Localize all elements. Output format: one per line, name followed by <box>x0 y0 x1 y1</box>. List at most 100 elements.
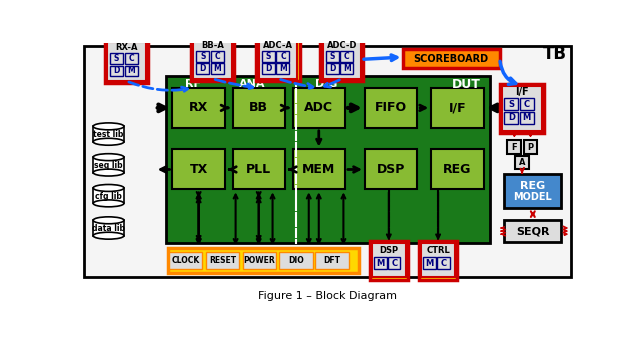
Bar <box>166 76 490 243</box>
Bar <box>504 112 518 124</box>
Text: DFT: DFT <box>323 256 340 265</box>
Bar <box>524 140 538 154</box>
Bar <box>172 88 225 128</box>
Text: A: A <box>519 158 525 167</box>
Text: cfg lib: cfg lib <box>95 192 122 201</box>
Text: I/F: I/F <box>449 102 466 114</box>
Text: SEQR: SEQR <box>516 226 550 236</box>
Bar <box>191 38 234 81</box>
Text: M: M <box>522 113 531 122</box>
Bar <box>243 252 276 269</box>
Bar <box>205 252 239 269</box>
Bar <box>326 51 339 62</box>
Text: C: C <box>129 54 134 63</box>
Text: D: D <box>329 64 335 73</box>
Bar <box>431 88 484 128</box>
Bar <box>93 126 124 142</box>
Bar <box>326 63 339 74</box>
Bar <box>93 220 124 236</box>
Text: BB-A: BB-A <box>201 41 224 50</box>
Text: M: M <box>376 258 385 267</box>
Text: Figure 1 – Block Diagram: Figure 1 – Block Diagram <box>259 291 397 301</box>
Bar <box>508 140 521 154</box>
Text: seq lib: seq lib <box>94 161 123 170</box>
Bar <box>93 188 124 203</box>
Text: SCOREBOARD: SCOREBOARD <box>413 54 489 64</box>
Text: REG: REG <box>520 181 545 191</box>
Text: C: C <box>524 99 530 108</box>
Bar <box>292 149 345 189</box>
Bar <box>292 88 345 128</box>
Text: S: S <box>508 99 515 108</box>
Bar <box>110 66 123 76</box>
Text: D: D <box>200 64 206 73</box>
Bar <box>388 257 401 269</box>
Text: REG: REG <box>443 163 472 176</box>
Bar <box>276 51 289 62</box>
Text: C: C <box>344 52 349 61</box>
Bar <box>320 38 364 81</box>
Text: M: M <box>343 64 351 73</box>
Text: RF: RF <box>185 79 201 89</box>
Text: M: M <box>127 66 135 75</box>
Bar <box>196 51 209 62</box>
Ellipse shape <box>93 200 124 207</box>
Bar <box>424 257 436 269</box>
Text: S: S <box>200 52 205 61</box>
Bar <box>279 252 312 269</box>
Bar <box>125 66 138 76</box>
Text: C: C <box>214 52 220 61</box>
Text: RESET: RESET <box>209 256 236 265</box>
Text: S: S <box>330 52 335 61</box>
Ellipse shape <box>93 232 124 239</box>
Bar <box>193 40 232 78</box>
Text: BB: BB <box>249 102 268 114</box>
Bar <box>196 63 209 74</box>
Text: ANA: ANA <box>239 79 266 89</box>
Text: M: M <box>214 64 221 73</box>
Text: ADC-A: ADC-A <box>263 41 293 50</box>
Text: ADC: ADC <box>304 102 333 114</box>
Bar <box>365 88 417 128</box>
Bar <box>369 241 408 280</box>
Text: DSP: DSP <box>377 163 405 176</box>
Text: TB: TB <box>543 45 567 63</box>
Bar <box>340 63 353 74</box>
Bar <box>504 98 518 110</box>
Bar <box>232 149 285 189</box>
Text: M: M <box>279 64 287 73</box>
Text: DUT: DUT <box>452 77 481 90</box>
Bar <box>172 149 225 189</box>
Bar <box>419 241 458 280</box>
Bar <box>323 40 361 78</box>
Ellipse shape <box>93 217 124 224</box>
Bar <box>105 40 148 83</box>
Bar <box>107 42 145 81</box>
Text: S: S <box>114 54 119 63</box>
Text: POWER: POWER <box>244 256 275 265</box>
Bar <box>372 243 406 277</box>
Bar <box>84 45 572 276</box>
Text: test lib: test lib <box>93 130 124 139</box>
Bar <box>211 51 224 62</box>
Bar <box>504 174 561 208</box>
Bar <box>232 88 285 128</box>
Text: CTRL: CTRL <box>426 246 450 255</box>
Text: D: D <box>113 66 120 75</box>
Bar <box>276 63 289 74</box>
Text: M: M <box>426 258 434 267</box>
Text: DIO: DIO <box>288 256 303 265</box>
Text: F: F <box>511 143 517 152</box>
Bar <box>168 252 202 269</box>
Bar <box>437 257 450 269</box>
Text: C: C <box>440 258 447 267</box>
Ellipse shape <box>93 138 124 145</box>
Ellipse shape <box>93 123 124 130</box>
Bar <box>340 51 353 62</box>
Bar <box>374 257 387 269</box>
Text: I/F: I/F <box>515 87 529 98</box>
Bar <box>431 149 484 189</box>
Text: RX: RX <box>189 102 208 114</box>
Text: data lib: data lib <box>92 224 125 233</box>
Bar <box>502 86 542 131</box>
